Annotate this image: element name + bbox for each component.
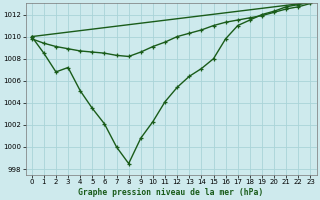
X-axis label: Graphe pression niveau de la mer (hPa): Graphe pression niveau de la mer (hPa): [78, 188, 264, 197]
